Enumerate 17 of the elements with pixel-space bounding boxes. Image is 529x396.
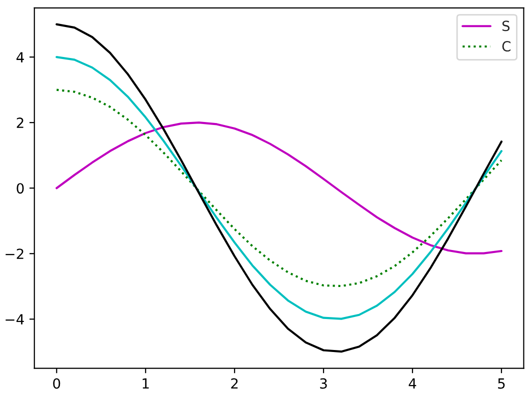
- y-tick-label: 2: [16, 118, 24, 128]
- line-series: [56, 23, 503, 353]
- x-tick-label: 4: [408, 378, 416, 389]
- legend-label: S: [502, 20, 510, 32]
- line-series: [56, 122, 503, 254]
- x-tick-label: 0: [53, 378, 60, 389]
- y-tick-label: 4: [16, 52, 24, 62]
- x-tick-label: 3: [320, 378, 327, 389]
- x-tick-label: 1: [142, 378, 149, 389]
- line-series: [56, 88, 503, 288]
- x-tick-label: 5: [498, 378, 505, 389]
- y-tick-label: −2: [6, 248, 24, 259]
- x-tick-label: 2: [231, 378, 238, 389]
- y-tick-label: 0: [16, 183, 24, 194]
- legend-label: C: [502, 41, 510, 52]
- y-tick-label: −4: [6, 314, 24, 324]
- line-series: [56, 56, 503, 320]
